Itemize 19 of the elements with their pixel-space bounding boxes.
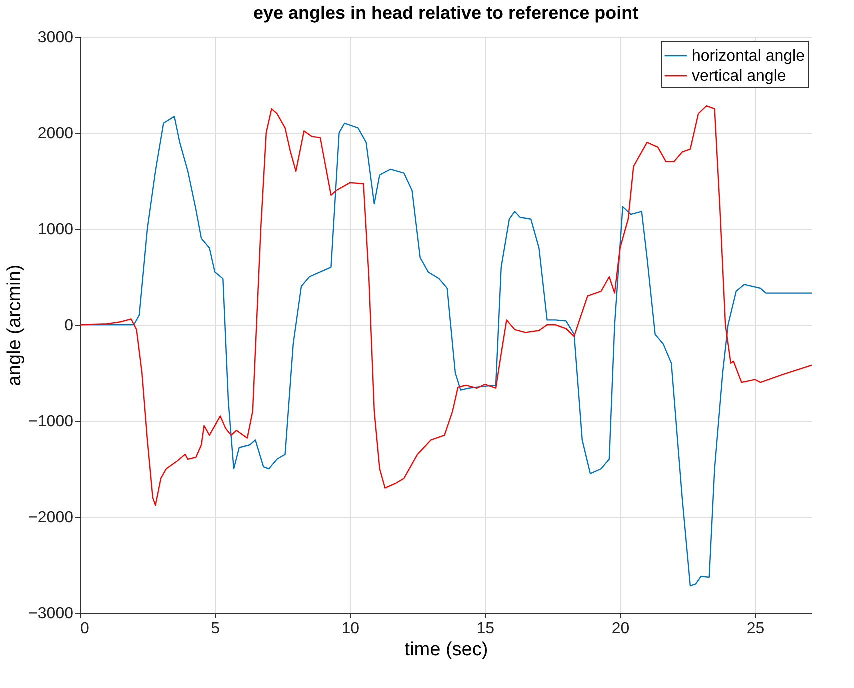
y-tick-label: 0 (64, 318, 74, 334)
x-tick-label: 25 (746, 620, 765, 638)
legend-label: horizontal angle (692, 48, 806, 65)
y-tick-label: −1000 (28, 414, 74, 430)
x-axis-title: time (sec) (404, 640, 488, 660)
y-tick-label: 2000 (38, 126, 74, 142)
x-tick-label: 15 (476, 620, 495, 638)
x-tick-label: 5 (211, 620, 220, 638)
x-tick-label: 0 (80, 620, 90, 638)
y-axis-title: angle (arcmin) (4, 264, 26, 386)
y-tick-label: −2000 (28, 510, 74, 526)
x-tick-label: 10 (342, 620, 360, 638)
y-tick-label: 1000 (38, 222, 74, 238)
x-tick-label: 20 (612, 620, 630, 638)
y-tick-label: −3000 (28, 606, 74, 622)
y-tick-label: 3000 (38, 30, 74, 46)
chart-title: eye angles in head relative to reference point (253, 3, 639, 23)
line-series (80, 106, 812, 506)
legend-label: vertical angle (692, 68, 786, 85)
